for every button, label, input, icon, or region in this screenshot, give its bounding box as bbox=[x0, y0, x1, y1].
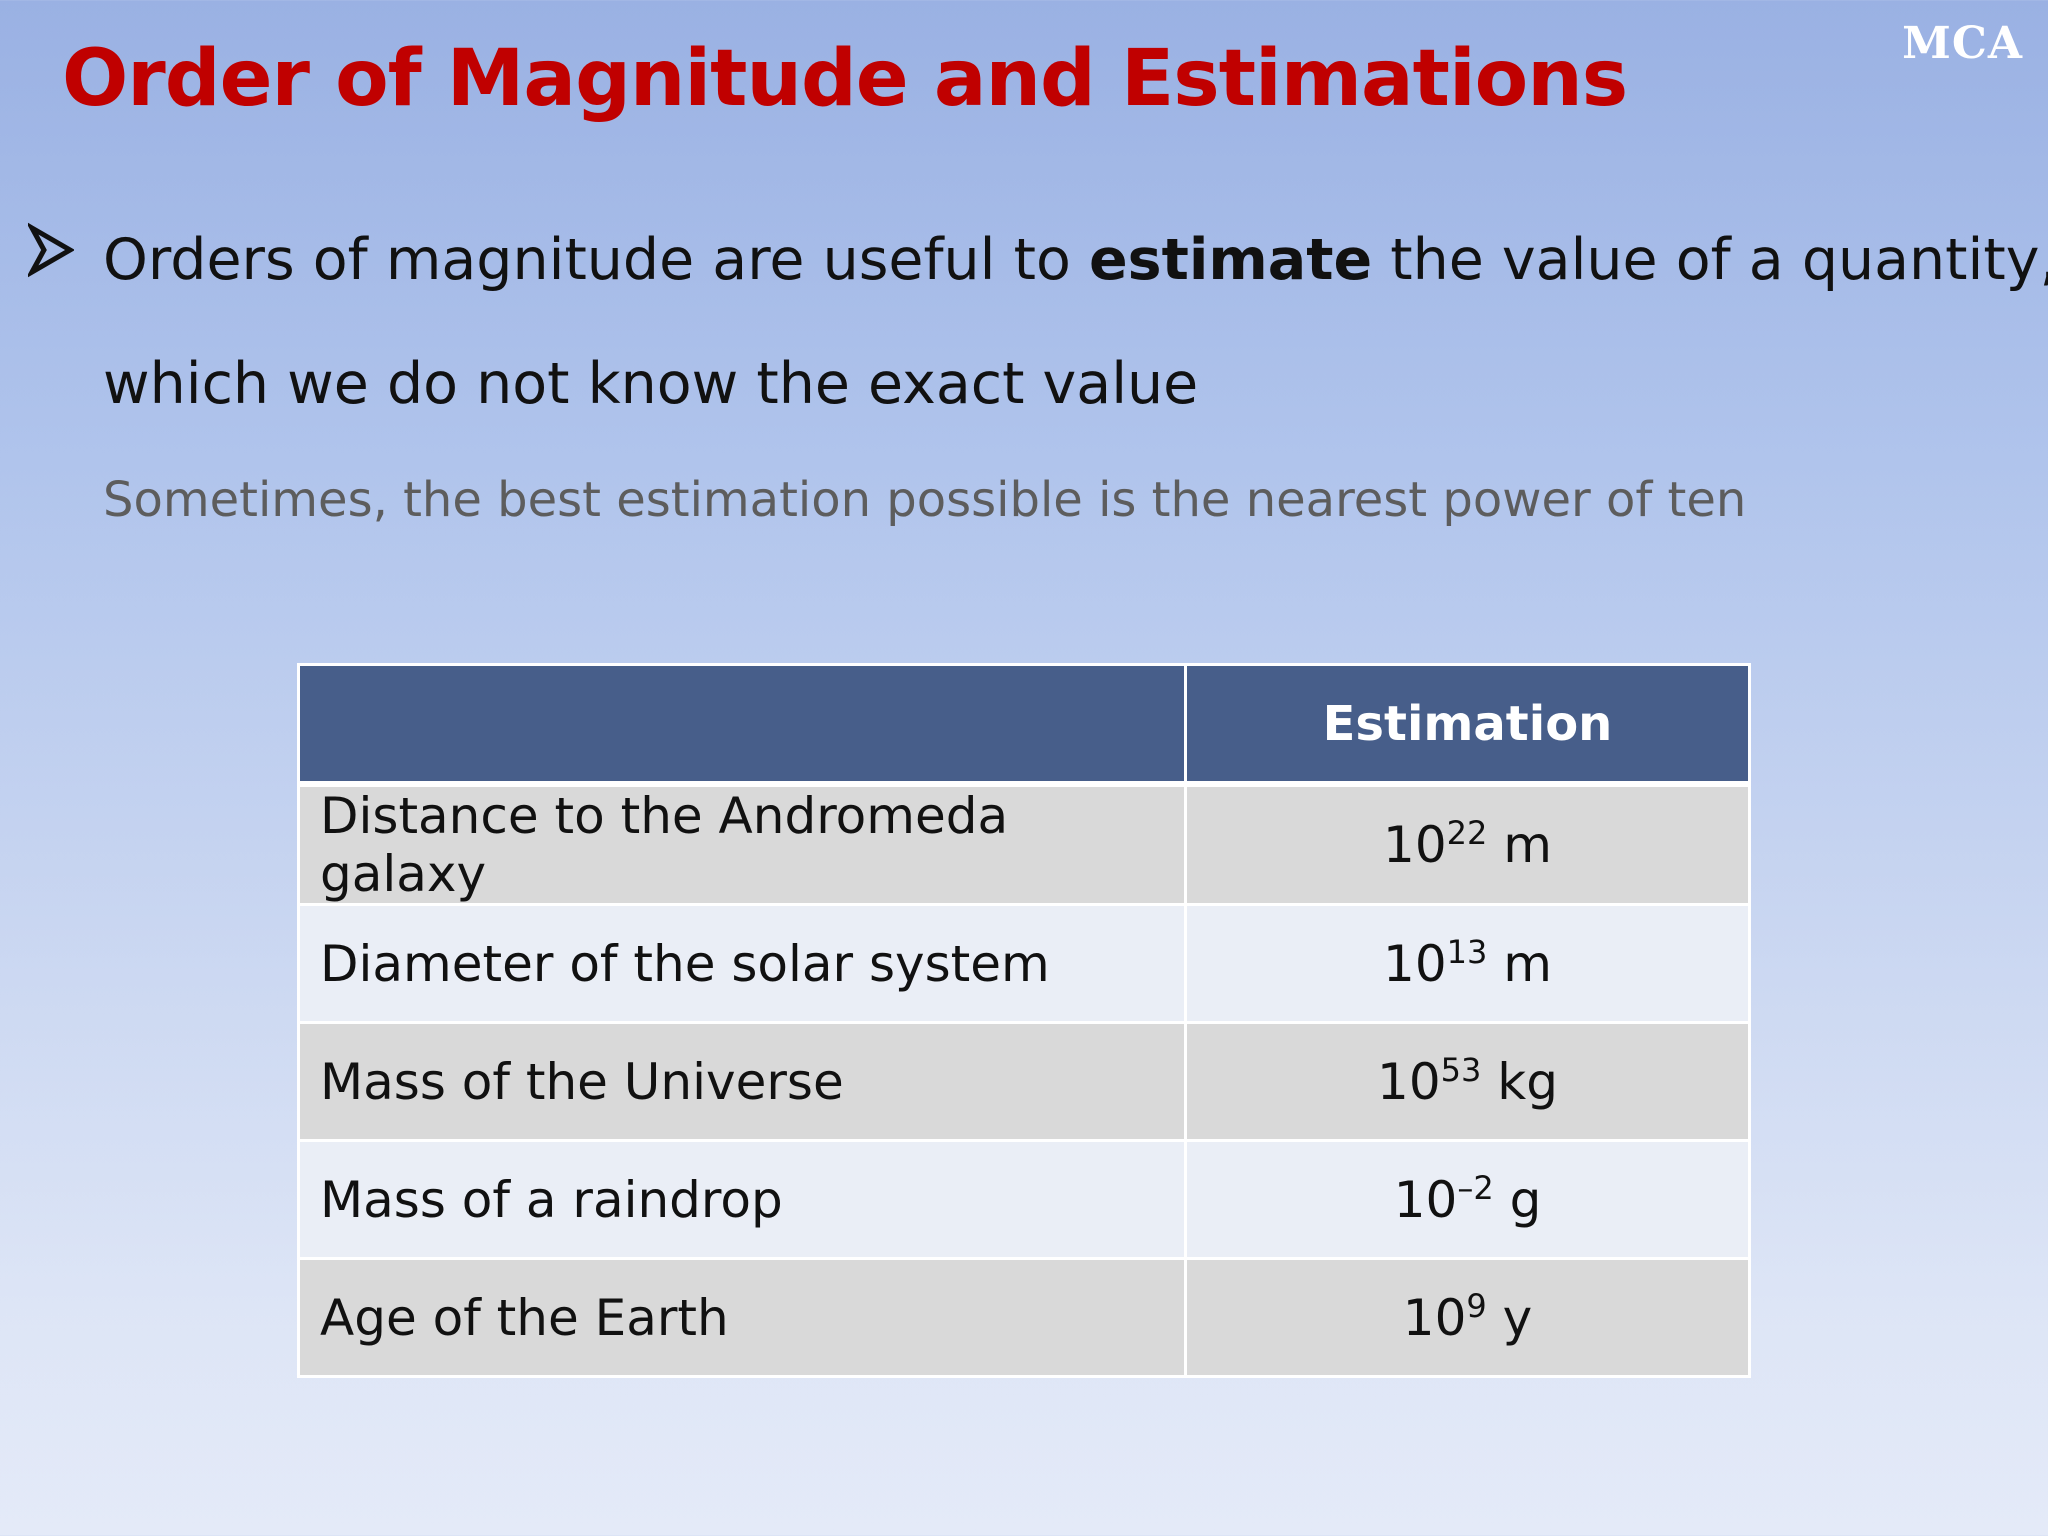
estimation-base: 10 bbox=[1402, 1288, 1467, 1347]
row-estimation-cell: 10–2 g bbox=[1184, 1139, 1751, 1260]
estimation-exponent: 53 bbox=[1440, 1050, 1482, 1089]
table-row: Age of the Earth 109 y bbox=[297, 1257, 1751, 1378]
estimation-unit: g bbox=[1493, 1170, 1542, 1229]
estimation-unit: kg bbox=[1481, 1052, 1558, 1111]
table-row: Diameter of the solar system 1013 m bbox=[297, 903, 1751, 1024]
row-estimation-cell: 1053 kg bbox=[1184, 1021, 1751, 1142]
row-item-cell: Age of the Earth bbox=[297, 1257, 1187, 1378]
estimation-unit: y bbox=[1486, 1288, 1533, 1347]
slide-title: Order of Magnitude and Estimations bbox=[62, 34, 1628, 124]
estimation-unit: m bbox=[1487, 934, 1552, 993]
row-item-cell: Mass of the Universe bbox=[297, 1021, 1187, 1142]
estimation-unit: m bbox=[1487, 816, 1552, 874]
table-row: Distance to the Andromeda galaxy 1022 m bbox=[297, 782, 1751, 906]
mca-watermark: MCA bbox=[1902, 18, 2023, 69]
arrowhead-bullet-icon bbox=[28, 222, 74, 278]
row-item-cell: Diameter of the solar system bbox=[297, 903, 1187, 1024]
estimation-base: 10 bbox=[1393, 1170, 1458, 1229]
bullet-text-line-2: which we do not know the exact value bbox=[103, 351, 1199, 417]
bullet-emphasis: estimate bbox=[1088, 227, 1373, 293]
bullet-text-before: Orders of magnitude are useful to bbox=[103, 227, 1089, 293]
estimation-table: Estimation Distance to the Andromeda gal… bbox=[297, 663, 1751, 1378]
header-item-cell bbox=[297, 663, 1187, 787]
table-row: Mass of the Universe 1053 kg bbox=[297, 1021, 1751, 1142]
estimation-base: 10 bbox=[1377, 1052, 1441, 1111]
subnote: Sometimes, the best estimation possible … bbox=[103, 472, 1747, 528]
estimation-exponent: –2 bbox=[1457, 1168, 1494, 1207]
bullet-text-after: the value of a quantity, bbox=[1372, 227, 2048, 293]
estimation-base: 10 bbox=[1383, 816, 1447, 874]
row-estimation-cell: 1022 m bbox=[1184, 782, 1751, 906]
table-header-row: Estimation bbox=[297, 663, 1751, 787]
bullet-text-line-1: Orders of magnitude are useful to estima… bbox=[103, 232, 2048, 289]
estimation-exponent: 9 bbox=[1466, 1286, 1487, 1325]
estimation-exponent: 13 bbox=[1446, 932, 1488, 971]
row-estimation-cell: 1013 m bbox=[1184, 903, 1751, 1024]
table-row: Mass of a raindrop 10–2 g bbox=[297, 1139, 1751, 1260]
row-estimation-cell: 109 y bbox=[1184, 1257, 1751, 1378]
row-item-cell: Distance to the Andromeda galaxy bbox=[297, 782, 1187, 906]
estimation-base: 10 bbox=[1383, 934, 1447, 993]
header-estimation-cell: Estimation bbox=[1184, 663, 1751, 787]
row-item-cell: Mass of a raindrop bbox=[297, 1139, 1187, 1260]
table-body: Distance to the Andromeda galaxy 1022 m Di… bbox=[297, 782, 1751, 1378]
estimation-exponent: 22 bbox=[1446, 814, 1488, 852]
